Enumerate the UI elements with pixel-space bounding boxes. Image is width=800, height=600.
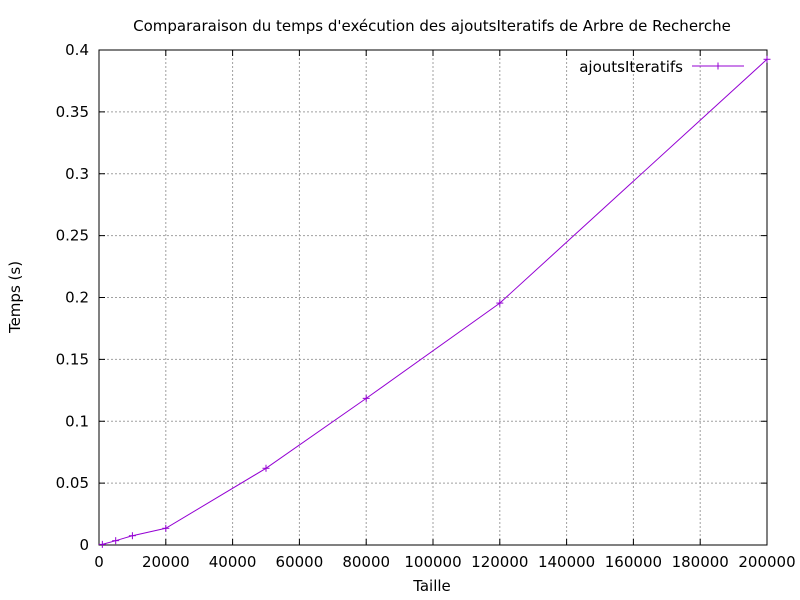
x-tick-label: 120000 — [471, 553, 528, 571]
x-tick-label: 160000 — [605, 553, 662, 571]
data-point — [362, 394, 370, 402]
x-tick-label: 140000 — [538, 553, 595, 571]
series-group — [98, 55, 771, 548]
data-point — [162, 524, 170, 532]
x-tick-label: 20000 — [142, 553, 190, 571]
y-tick-labels: 0 0.05 0.1 0.15 0.2 0.25 0.3 0.35 0.4 — [56, 41, 89, 554]
x-tick-label: 200000 — [738, 553, 795, 571]
y-tick-label: 0.2 — [65, 289, 89, 307]
x-tick-label: 60000 — [276, 553, 324, 571]
data-point — [763, 55, 771, 63]
y-tick-label: 0 — [79, 536, 89, 554]
data-point — [128, 532, 136, 540]
data-point — [98, 540, 106, 548]
y-axis-label: Temps (s) — [6, 261, 24, 334]
chart-title: Compararaison du temps d'exécution des a… — [133, 17, 731, 35]
y-tick-label: 0.1 — [65, 412, 89, 430]
x-tick-label: 0 — [94, 553, 104, 571]
x-tick-label: 100000 — [404, 553, 461, 571]
y-tick-label: 0.3 — [65, 165, 89, 183]
legend: ajoutsIteratifs — [579, 58, 744, 76]
x-tick-labels: 0 20000 40000 60000 80000 100000 120000 140000 1… — [94, 553, 795, 571]
y-tick-label: 0.05 — [56, 474, 89, 492]
ticks — [98, 49, 768, 546]
data-point — [112, 537, 120, 545]
x-tick-label: 40000 — [209, 553, 257, 571]
x-tick-label: 180000 — [672, 553, 729, 571]
y-tick-label: 0.4 — [65, 41, 89, 59]
data-point — [496, 299, 504, 307]
y-tick-label: 0.35 — [56, 103, 89, 121]
grid — [99, 50, 767, 545]
data-point — [262, 464, 270, 472]
legend-swatch-marker — [714, 62, 722, 70]
y-tick-label: 0.15 — [56, 350, 89, 368]
y-tick-label: 0.25 — [56, 227, 89, 245]
x-tick-label: 80000 — [342, 553, 390, 571]
legend-label: ajoutsIteratifs — [579, 58, 683, 76]
x-axis-label: Taille — [412, 577, 451, 595]
series-line — [102, 58, 768, 545]
